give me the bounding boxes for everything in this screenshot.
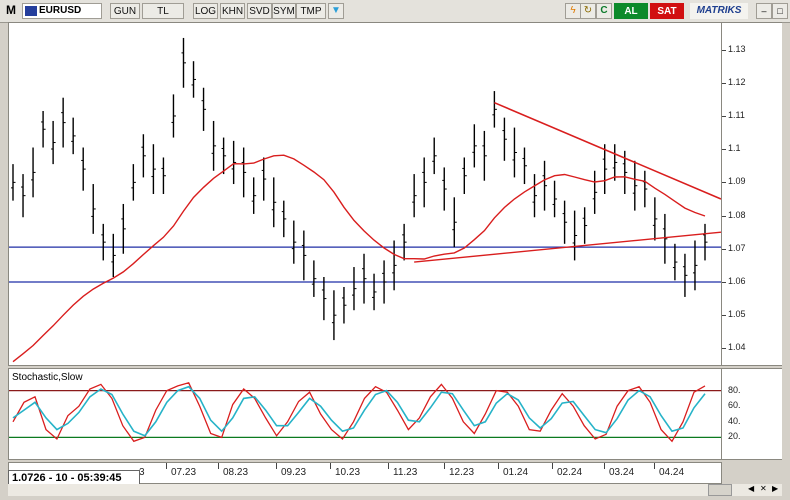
date-axis-label: 09.23 (281, 467, 307, 478)
price-axis-tick (722, 149, 726, 151)
price-axis-label: 1.09 (728, 176, 746, 187)
menu-button[interactable]: M (6, 3, 16, 17)
restore-icon[interactable]: □ (772, 3, 788, 19)
oscillator-axis-label: 40. (728, 415, 741, 426)
connection-icon[interactable]: C (596, 3, 612, 19)
zoom-icon[interactable]: ✕ (760, 484, 767, 493)
date-axis-label: 08.23 (223, 467, 249, 478)
price-axis-tick (722, 115, 726, 117)
scroll-left-icon[interactable]: ◀ (748, 484, 755, 493)
price-axis-tick (722, 215, 726, 217)
price-axis-label: 1.1 (728, 143, 741, 154)
price-axis-label: 1.04 (728, 342, 746, 353)
price-axis-tick (722, 248, 726, 250)
price-axis-label: 1.12 (728, 76, 746, 87)
date-axis-tick (604, 463, 605, 469)
price-axis-tick (722, 281, 726, 283)
date-axis-label: 10.23 (335, 467, 361, 478)
currency-tl-button[interactable]: TL (142, 3, 184, 19)
oscillator-axis: 80. 60. 40. 20. (722, 368, 782, 460)
price-axis-label: 1.11 (728, 109, 745, 120)
tmp-button[interactable]: TMP (296, 3, 326, 19)
date-axis-tick (166, 463, 167, 469)
resistance-trendline (494, 101, 721, 200)
date-axis-tick (444, 463, 445, 469)
brand-logo: MATRIKS (690, 3, 748, 19)
price-axis: 1.13 1.12 1.11 1.1 1.09 1.08 1.07 1.06 1.05 1.04 (722, 22, 782, 366)
date-axis-label: 03.24 (609, 467, 635, 478)
price-axis-tick (722, 348, 726, 350)
price-axis-label: 1.07 (728, 242, 746, 253)
date-axis-tick (498, 463, 499, 469)
date-axis-tick (330, 463, 331, 469)
scroll-thumb[interactable] (708, 484, 732, 496)
price-axis-label: 1.06 (728, 275, 746, 286)
period-day-button[interactable]: GUN (110, 3, 140, 19)
price-axis-tick (722, 315, 726, 317)
refresh-icon[interactable]: ↻ (580, 3, 596, 19)
date-axis-label: 12.23 (449, 467, 475, 478)
date-axis-label: 04.24 (659, 467, 685, 478)
minimize-icon[interactable]: – (756, 3, 772, 19)
flash-icon[interactable]: ϟ (565, 3, 581, 19)
scroll-right-icon[interactable]: ▶ (772, 484, 779, 493)
date-axis-label: 11.23 (393, 467, 418, 478)
buy-button[interactable]: AL (614, 3, 648, 19)
svd-button[interactable]: SVD (247, 3, 272, 19)
price-axis-tick (722, 182, 726, 184)
date-axis-tick (654, 463, 655, 469)
date-axis-tick (276, 463, 277, 469)
price-axis-tick (722, 82, 726, 84)
price-axis-label: 1.08 (728, 209, 746, 220)
price-axis-tick (722, 49, 726, 51)
date-axis-tick (388, 463, 389, 469)
price-chart-svg (9, 37, 721, 363)
stochastic-slow-line (12, 385, 706, 437)
support-trendline (414, 231, 721, 263)
date-axis-tick (552, 463, 553, 469)
price-axis-label: 1.05 (728, 309, 746, 320)
oscillator-axis-label: 20. (728, 431, 741, 442)
khn-button[interactable]: KHN (220, 3, 245, 19)
oscillator-svg (9, 382, 721, 443)
oscillator-axis-label: 60. (728, 400, 741, 411)
oscillator-chart[interactable]: Stochastic,Slow (8, 368, 722, 460)
date-axis-label: 02.24 (557, 467, 583, 478)
symbol-text: EURUSD (39, 5, 82, 16)
symbol-field[interactable]: EURUSD (22, 3, 102, 19)
date-axis-label: 3 (139, 467, 145, 478)
date-axis-label: 07.23 (171, 467, 197, 478)
oscillator-axis-label: 80. (728, 384, 741, 395)
price-axis-label: 1.13 (728, 43, 746, 54)
flag-icon (25, 6, 37, 16)
log-button[interactable]: LOG (193, 3, 218, 19)
date-axis-tick (218, 463, 219, 469)
price-chart[interactable] (8, 22, 722, 366)
top-toolbar: M EURUSD GUN TL LOG KHN SVD SYM TMP ▼ ϟ … (0, 0, 790, 23)
sell-button[interactable]: SAT (650, 3, 684, 19)
moving-average-line (12, 154, 706, 363)
oscillator-title: Stochastic,Slow (12, 372, 83, 383)
date-axis-label: 01.24 (503, 467, 529, 478)
horizontal-scrollbar[interactable]: ◀ ✕ ▶ (8, 484, 782, 496)
sym-button[interactable]: SYM (272, 3, 296, 19)
twitter-icon[interactable]: ▼ (328, 3, 344, 19)
stochastic-fast-line (12, 382, 706, 443)
date-axis: 3 07.23 08.23 09.23 10.23 11.23 12.23 01.24 02.2… (8, 462, 722, 484)
